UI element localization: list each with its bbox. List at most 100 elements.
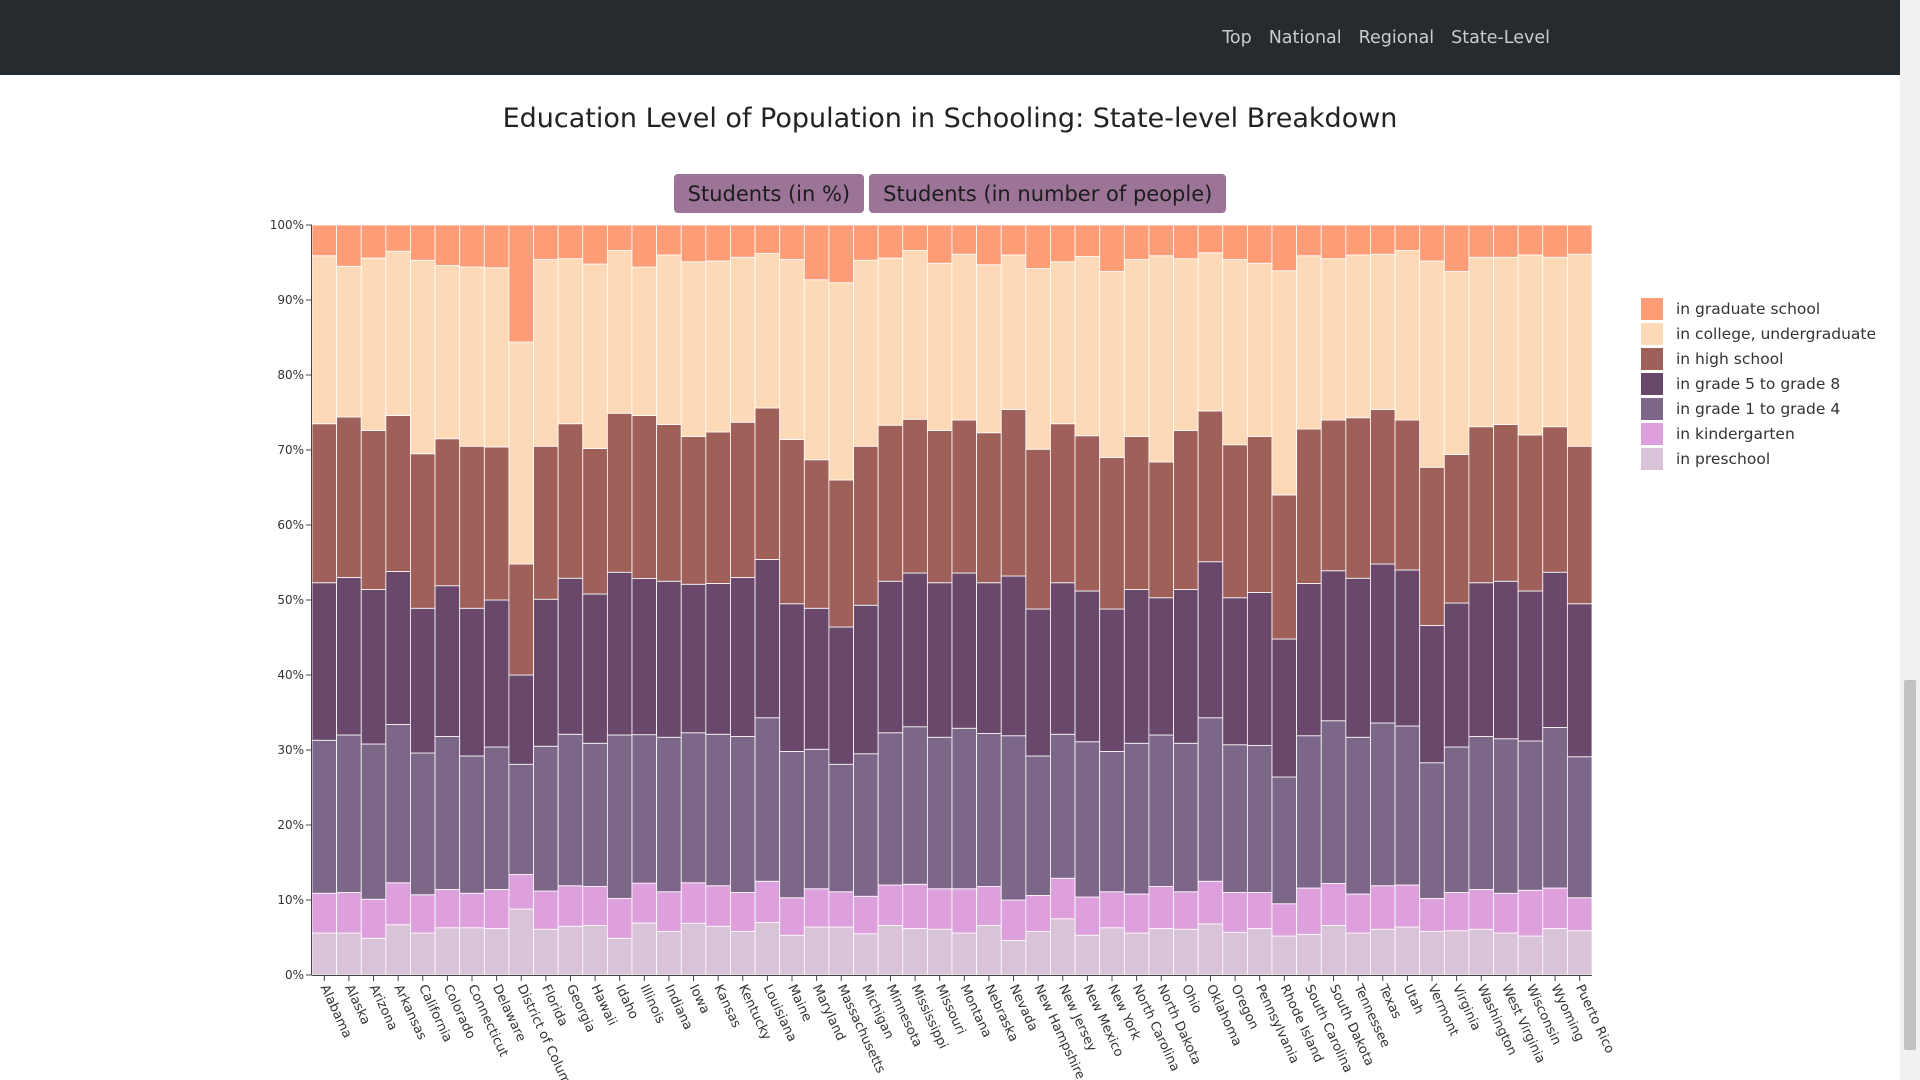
bar-segment-8-5[interactable]	[508, 341, 534, 565]
bar-segment-37-1[interactable]	[1222, 892, 1248, 933]
bar-segment-8-3[interactable]	[508, 674, 534, 765]
bar-segment-14-2[interactable]	[656, 736, 682, 893]
bar-segment-25-1[interactable]	[926, 888, 953, 930]
bar-segment-33-5[interactable]	[1123, 259, 1150, 437]
bar-segment-33-3[interactable]	[1123, 589, 1150, 744]
bar-segment-2-3[interactable]	[360, 589, 387, 745]
legend-label[interactable]: in grade 1 to grade 4	[1676, 400, 1840, 418]
bar-segment-17-0[interactable]	[730, 931, 756, 976]
bar-segment-48-1[interactable]	[1493, 892, 1519, 934]
bar-segment-12-6[interactable]	[606, 224, 633, 251]
bar-segment-50-5[interactable]	[1542, 256, 1568, 428]
bar-segment-33-2[interactable]	[1123, 742, 1150, 895]
bar-segment-5-1[interactable]	[434, 889, 461, 929]
bar-segment-31-4[interactable]	[1074, 435, 1101, 592]
bar-segment-18-0[interactable]	[754, 922, 781, 976]
bar-segment-47-6[interactable]	[1468, 224, 1494, 258]
nav-link-national[interactable]: National	[1268, 27, 1342, 48]
bar-segment-33-1[interactable]	[1123, 893, 1150, 934]
bar-segment-29-4[interactable]	[1025, 448, 1051, 610]
bar-segment-23-2[interactable]	[877, 732, 904, 886]
bar-segment-22-0[interactable]	[853, 933, 879, 976]
bar-segment-27-2[interactable]	[976, 733, 1002, 887]
bar-segment-43-0[interactable]	[1370, 928, 1396, 976]
bar-segment-3-3[interactable]	[385, 571, 411, 725]
bar-segment-34-5[interactable]	[1148, 255, 1174, 463]
bar-segment-48-5[interactable]	[1493, 256, 1519, 425]
bar-segment-38-3[interactable]	[1246, 592, 1273, 746]
bar-segment-19-3[interactable]	[779, 603, 805, 752]
bar-segment-38-1[interactable]	[1246, 892, 1273, 929]
bar-segment-41-6[interactable]	[1320, 224, 1347, 260]
bar-segment-37-2[interactable]	[1222, 744, 1248, 893]
legend-swatch[interactable]	[1641, 298, 1663, 320]
bar-segment-2-6[interactable]	[360, 224, 387, 259]
bar-segment-18-4[interactable]	[754, 407, 781, 560]
bar-segment-44-0[interactable]	[1394, 926, 1421, 976]
bar-segment-48-4[interactable]	[1493, 424, 1519, 582]
bar-segment-38-5[interactable]	[1246, 262, 1273, 437]
legend-swatch[interactable]	[1641, 348, 1663, 370]
bar-segment-37-0[interactable]	[1222, 931, 1248, 976]
bar-segment-47-0[interactable]	[1468, 928, 1494, 976]
bar-segment-37-5[interactable]	[1222, 259, 1248, 446]
bar-segment-41-0[interactable]	[1320, 925, 1347, 976]
bar-segment-32-5[interactable]	[1099, 271, 1125, 458]
bar-segment-32-6[interactable]	[1099, 224, 1125, 272]
bar-segment-16-2[interactable]	[705, 733, 731, 887]
bar-segment-36-0[interactable]	[1197, 923, 1224, 976]
bar-segment-41-3[interactable]	[1320, 570, 1347, 722]
bar-segment-14-0[interactable]	[656, 931, 682, 976]
legend-label[interactable]: in college, undergraduate	[1676, 325, 1876, 343]
bar-segment-30-3[interactable]	[1050, 582, 1076, 735]
bar-segment-3-0[interactable]	[385, 924, 411, 976]
bar-segment-18-1[interactable]	[754, 880, 781, 923]
bar-segment-20-2[interactable]	[803, 748, 830, 890]
nav-link-regional[interactable]: Regional	[1358, 27, 1435, 48]
bar-segment-4-1[interactable]	[410, 894, 436, 934]
bar-segment-51-5[interactable]	[1566, 253, 1593, 447]
bar-segment-13-2[interactable]	[631, 734, 658, 884]
bar-segment-4-5[interactable]	[410, 259, 436, 455]
bar-segment-7-6[interactable]	[483, 224, 510, 269]
bar-segment-9-5[interactable]	[533, 259, 559, 447]
bar-segment-39-2[interactable]	[1271, 776, 1298, 905]
bar-segment-10-3[interactable]	[557, 577, 584, 735]
bar-segment-7-4[interactable]	[483, 446, 510, 601]
bar-segment-40-1[interactable]	[1296, 887, 1322, 935]
bar-segment-42-5[interactable]	[1345, 254, 1371, 419]
bar-segment-35-5[interactable]	[1173, 258, 1199, 431]
bar-segment-30-2[interactable]	[1050, 733, 1076, 879]
bar-segment-29-6[interactable]	[1025, 224, 1051, 269]
bar-segment-24-5[interactable]	[902, 250, 928, 420]
bar-segment-23-1[interactable]	[877, 884, 904, 926]
bar-segment-45-5[interactable]	[1419, 260, 1445, 468]
bar-segment-51-6[interactable]	[1566, 224, 1593, 255]
bar-segment-2-0[interactable]	[360, 937, 387, 976]
bar-segment-39-1[interactable]	[1271, 903, 1298, 937]
students-people-button[interactable]: Students (in number of people)	[869, 174, 1227, 213]
bar-segment-11-1[interactable]	[582, 886, 608, 926]
bar-segment-12-1[interactable]	[606, 898, 633, 939]
bar-segment-38-0[interactable]	[1246, 928, 1273, 976]
bar-segment-28-4[interactable]	[1000, 409, 1027, 577]
bar-segment-22-5[interactable]	[853, 259, 879, 447]
bar-segment-44-2[interactable]	[1394, 725, 1421, 886]
bar-segment-40-4[interactable]	[1296, 428, 1322, 584]
bar-segment-21-1[interactable]	[828, 891, 854, 928]
bar-segment-24-2[interactable]	[902, 726, 928, 885]
bar-segment-37-3[interactable]	[1222, 597, 1248, 746]
bar-segment-28-3[interactable]	[1000, 575, 1027, 737]
bar-segment-30-6[interactable]	[1050, 224, 1076, 263]
bar-segment-13-6[interactable]	[631, 224, 658, 268]
bar-segment-42-1[interactable]	[1345, 893, 1371, 934]
bar-segment-51-4[interactable]	[1566, 445, 1593, 605]
bar-segment-25-5[interactable]	[926, 262, 953, 431]
bar-segment-21-4[interactable]	[828, 479, 854, 628]
bar-segment-40-3[interactable]	[1296, 583, 1322, 737]
bar-segment-48-2[interactable]	[1493, 738, 1519, 894]
bar-segment-10-2[interactable]	[557, 733, 584, 887]
bar-segment-45-3[interactable]	[1419, 625, 1445, 764]
bar-segment-14-6[interactable]	[656, 224, 682, 256]
bar-segment-40-0[interactable]	[1296, 934, 1322, 976]
